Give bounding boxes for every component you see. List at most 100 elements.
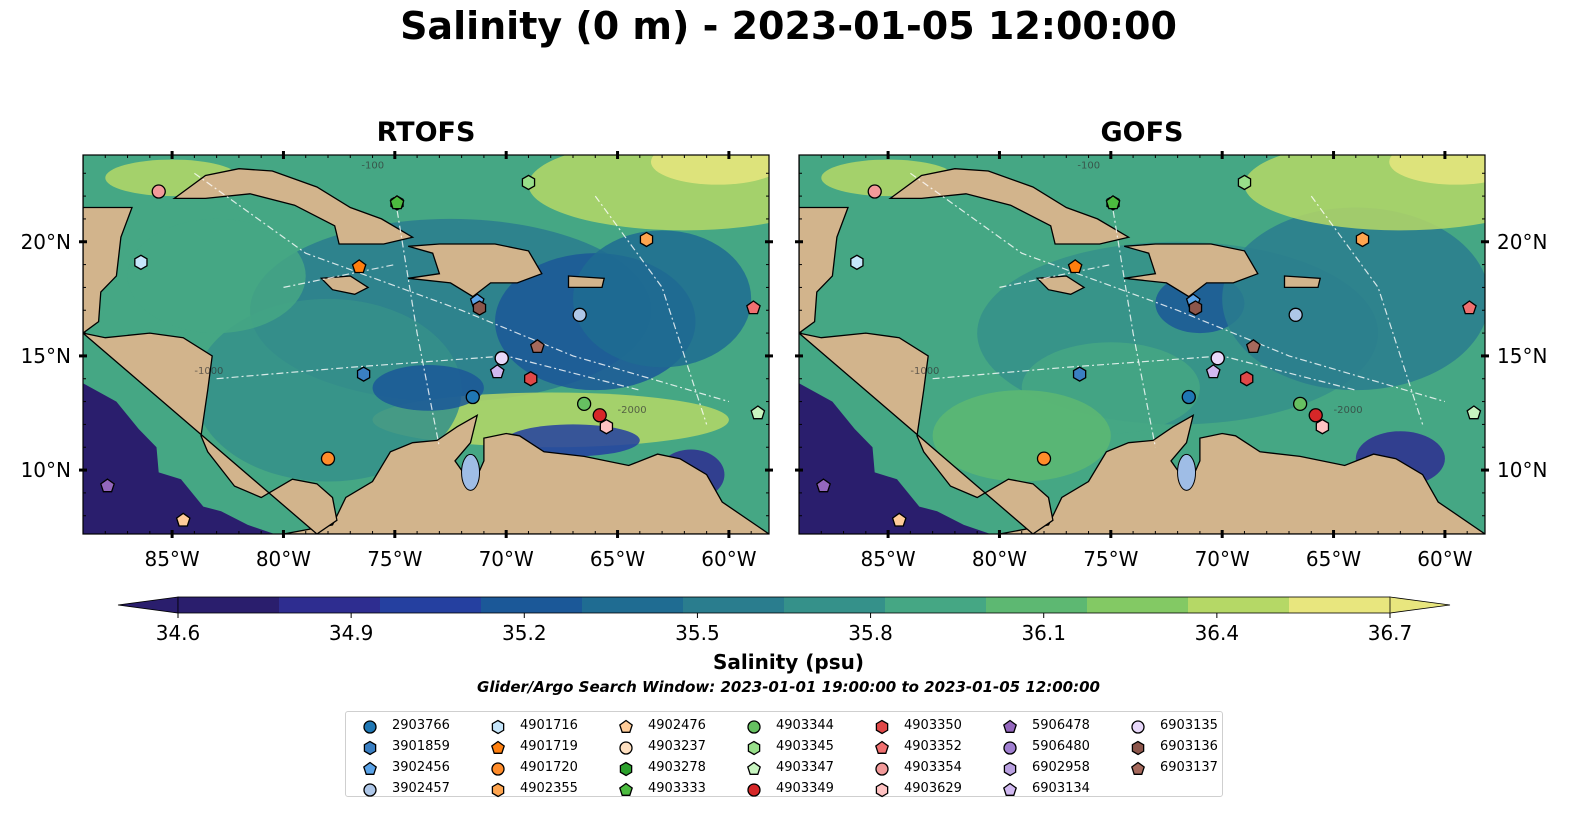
legend-label: 6903135 <box>1160 718 1218 733</box>
land-puerto-rico <box>567 275 606 289</box>
lon-tick-label: 65°W <box>1306 547 1361 571</box>
legend-label: 4901716 <box>520 718 578 733</box>
colorbar-tick-label: 35.2 <box>502 621 547 645</box>
colorbar-label: Salinity (psu) <box>712 650 864 674</box>
contour-label: -100 <box>1077 161 1100 172</box>
lon-tick-label: 60°W <box>701 547 756 571</box>
legend-label: 6903134 <box>1032 781 1090 796</box>
land-south-america <box>999 413 1485 534</box>
legend-label: 4902355 <box>520 781 578 796</box>
colorbar-tick-label: 34.9 <box>329 621 374 645</box>
observation-4903352 <box>1462 300 1477 315</box>
legend-marker-circle-icon <box>1131 720 1145 734</box>
lat-tick-label: 20°N <box>21 230 71 254</box>
legend-label: 3902457 <box>392 781 450 796</box>
colorbar-swatch <box>986 597 1088 613</box>
observation-6903137 <box>1245 338 1261 354</box>
legend-marker-circle-icon <box>491 762 505 776</box>
colorbar-tick-label: 35.8 <box>848 621 893 645</box>
contour-label: -2000 <box>618 405 647 416</box>
panel-title-rtofs: RTOFS <box>376 117 476 148</box>
legend-marker-hexagon-icon <box>875 719 889 735</box>
colorbar-swatch <box>683 597 785 613</box>
lon-tick-label: 70°W <box>1195 547 1250 571</box>
observation-4903352 <box>746 300 761 315</box>
observation-4903629 <box>1315 418 1330 435</box>
lat-tick-label: 15°N <box>21 344 71 368</box>
observation-3901859 <box>356 366 371 382</box>
legend-marker-pentagon-icon <box>747 761 761 775</box>
legend-marker-circle-icon <box>747 720 761 734</box>
observation-4903354 <box>867 184 882 199</box>
legend-label: 3902456 <box>392 760 450 775</box>
contour-label: -2000 <box>1334 405 1363 416</box>
lon-tick-label: 80°W <box>972 547 1027 571</box>
legend-label: 4903350 <box>904 718 962 733</box>
land-central-america-s <box>799 332 1054 534</box>
observation-6903134 <box>1205 364 1221 379</box>
observation-6903135 <box>494 351 509 366</box>
map-panel-rtofs: -100 -1000 -2000 20°N 15°N 10°N 85°W 80°W 75°W 70… <box>21 151 773 571</box>
observation-4903350 <box>523 371 538 387</box>
land-central-america-s <box>83 332 338 534</box>
land-hispaniola <box>408 243 543 298</box>
colorbar-tick-label: 35.5 <box>675 621 720 645</box>
legend-marker-hexagon-icon <box>747 740 761 756</box>
observation-3901859 <box>1072 366 1087 382</box>
legend-marker-pentagon-icon <box>619 719 633 733</box>
observation-4903333 <box>389 195 405 210</box>
legend-label: 4903347 <box>776 760 834 775</box>
legend-label: 4901720 <box>520 760 578 775</box>
legend-marker-pentagon-icon <box>875 740 889 754</box>
observation-4903354 <box>151 184 166 199</box>
land-south-america <box>283 413 769 534</box>
observation-4902355 <box>1355 231 1370 248</box>
legend-marker-pentagon-icon <box>1003 782 1017 796</box>
observation-4901720 <box>320 451 336 466</box>
legend-marker-hexagon-icon <box>491 782 505 798</box>
observation-4903333 <box>1105 195 1121 210</box>
legend-marker-pentagon-icon <box>619 782 633 796</box>
figure-title: Salinity (0 m) - 2023-01-05 12:00:00 <box>400 4 1177 48</box>
map-panel-gofs: -100 -1000 -2000 20°N 15°N 10°N 85°W 80°W 75°W 70… <box>795 151 1547 571</box>
observation-4903345 <box>521 174 536 191</box>
legend-label: 6902958 <box>1032 760 1090 775</box>
legend-label: 4903333 <box>648 781 706 796</box>
land-cuba <box>888 168 1131 245</box>
legend-label: 6903137 <box>1160 760 1218 775</box>
colorbar-extend-max <box>1389 596 1451 614</box>
colorbar: 34.6 34.9 35.2 35.5 35.8 36.1 36.4 36.7 <box>117 596 1451 645</box>
observation-4903349 <box>1308 408 1323 423</box>
observation-6903137 <box>529 338 545 354</box>
observation-4903345 <box>1237 174 1252 191</box>
legend-label: 4903354 <box>904 760 962 775</box>
lon-tick-label: 70°W <box>479 547 534 571</box>
legend-label: 4903237 <box>648 739 706 754</box>
observation-3902457 <box>572 307 587 322</box>
colorbar-tick-label: 36.1 <box>1021 621 1066 645</box>
lat-tick-label: 20°N <box>1497 230 1547 254</box>
legend-marker-hexagon-icon <box>875 782 889 798</box>
legend-label: 4903345 <box>776 739 834 754</box>
legend-marker-hexagon-icon <box>363 740 377 756</box>
colorbar-swatch <box>1289 597 1391 613</box>
colorbar-swatch <box>178 597 280 613</box>
legend-label: 4903344 <box>776 718 834 733</box>
lon-tick-label: 75°W <box>1083 547 1138 571</box>
legend-label: 4903349 <box>776 781 834 796</box>
colorbar-tick-label: 36.7 <box>1368 621 1413 645</box>
observation-2903766 <box>465 389 480 405</box>
land-puerto-rico <box>1283 275 1322 289</box>
legend-label: 2903766 <box>392 718 450 733</box>
observation-4901720 <box>1036 451 1052 466</box>
legend-marker-circle-icon <box>363 720 377 734</box>
observation-4903347 <box>1466 405 1482 420</box>
legend-label: 5906480 <box>1032 739 1090 754</box>
land-jamaica <box>1035 275 1086 295</box>
land-cuba <box>172 168 415 245</box>
legend-marker-circle-icon <box>1003 741 1017 755</box>
legend-marker-circle-icon <box>875 762 889 776</box>
legend-marker-pentagon-icon <box>1131 761 1145 775</box>
legend-marker-circle-icon <box>363 783 377 797</box>
observation-4901719 <box>1067 259 1083 274</box>
